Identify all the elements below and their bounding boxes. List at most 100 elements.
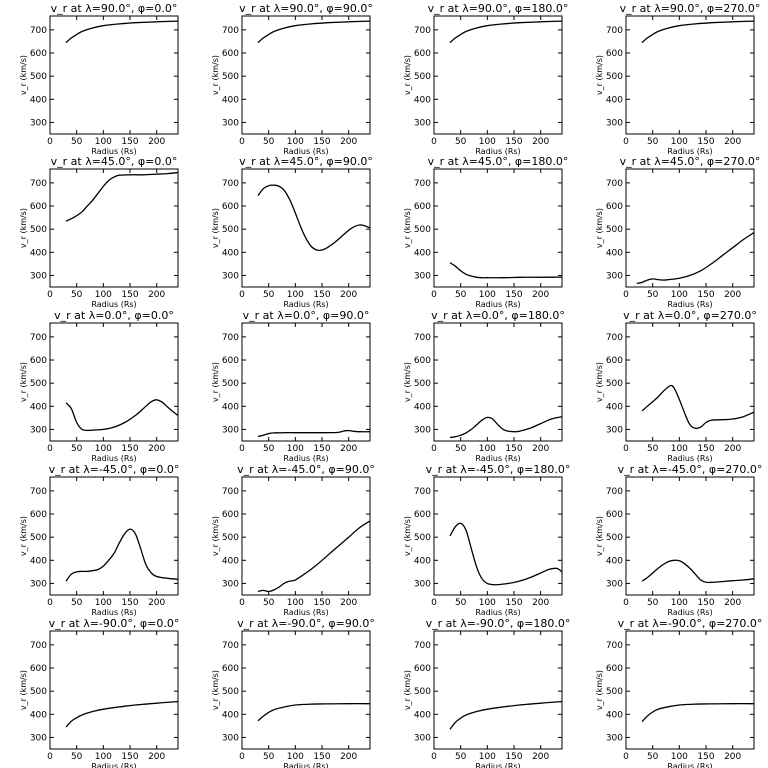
- y-tick-label: 500: [222, 225, 239, 235]
- x-tick-label: 0: [239, 137, 245, 147]
- x-tick-label: 100: [671, 137, 688, 147]
- x-axis-label: Radius (Rs): [667, 147, 712, 156]
- x-tick-label: 150: [313, 137, 330, 147]
- x-tick-label: 150: [121, 752, 138, 762]
- x-tick-label: 50: [647, 137, 659, 147]
- series-line: [636, 232, 755, 285]
- x-tick-label: 50: [263, 598, 275, 608]
- series-line: [257, 184, 371, 252]
- chart-panel: v_r at λ=90.0°, φ=180.0° 0 50 100 150 200 300 4…: [403, 2, 568, 156]
- plot-frame: [433, 168, 563, 288]
- y-tick-label: 400: [222, 248, 239, 258]
- y-axis-label: v_r (km/s): [19, 208, 28, 248]
- x-tick-label: 200: [724, 598, 741, 608]
- x-tick-label: 0: [623, 598, 629, 608]
- x-tick-label: 100: [671, 752, 688, 762]
- x-tick-label: 50: [263, 290, 275, 300]
- x-axis-label: Radius (Rs): [283, 454, 328, 463]
- x-tick-label: 0: [47, 444, 53, 454]
- x-tick-label: 0: [431, 752, 437, 762]
- y-tick-label: 300: [30, 425, 47, 435]
- chart-panel: v_r at λ=-90.0°, φ=0.0° 0 50 100 150 200 300 40…: [19, 617, 179, 768]
- y-tick-label: 600: [414, 202, 431, 212]
- x-tick-label: 50: [263, 137, 275, 147]
- plot-frame: [625, 476, 755, 596]
- y-tick-label: 500: [30, 72, 47, 82]
- y-tick-label: 500: [30, 533, 47, 543]
- y-tick-label: 500: [30, 687, 47, 697]
- x-tick-label: 200: [148, 444, 165, 454]
- x-tick-label: 150: [313, 598, 330, 608]
- x-axis-label: Radius (Rs): [283, 608, 328, 617]
- y-tick-label: 300: [414, 271, 431, 281]
- x-tick-label: 100: [479, 290, 496, 300]
- chart-panel: v_r at λ=0.0°, φ=180.0° 0 50 100 150 200 300 40…: [403, 309, 565, 463]
- y-tick-label: 500: [30, 225, 47, 235]
- y-tick-label: 500: [606, 225, 623, 235]
- x-axis-label: Radius (Rs): [475, 608, 520, 617]
- chart-title: v_r at λ=45.0°, φ=270.0°: [620, 155, 761, 168]
- plot-frame: [241, 630, 371, 750]
- x-tick-label: 100: [671, 598, 688, 608]
- x-tick-label: 50: [71, 137, 83, 147]
- y-tick-label: 300: [414, 579, 431, 589]
- y-tick-label: 700: [222, 333, 239, 343]
- plot-frame: [49, 168, 179, 288]
- y-tick-label: 600: [606, 510, 623, 520]
- x-tick-label: 150: [697, 752, 714, 762]
- y-tick-label: 600: [30, 49, 47, 59]
- x-tick-label: 0: [431, 137, 437, 147]
- x-tick-label: 200: [148, 137, 165, 147]
- y-axis-label: v_r (km/s): [211, 670, 220, 710]
- chart-panel: v_r at λ=0.0°, φ=270.0° 0 50 100 150 200 300 40…: [595, 309, 757, 463]
- y-axis-label: v_r (km/s): [403, 208, 412, 248]
- x-tick-label: 100: [671, 444, 688, 454]
- y-tick-label: 300: [222, 733, 239, 743]
- x-tick-label: 100: [287, 598, 304, 608]
- x-tick-label: 100: [95, 290, 112, 300]
- x-tick-label: 100: [95, 137, 112, 147]
- x-tick-label: 200: [340, 137, 357, 147]
- x-tick-label: 100: [671, 290, 688, 300]
- plot-frame: [241, 476, 371, 596]
- y-axis-label: v_r (km/s): [211, 516, 220, 556]
- x-tick-label: 50: [455, 752, 467, 762]
- x-axis-label: Radius (Rs): [475, 454, 520, 463]
- chart-title: v_r at λ=0.0°, φ=0.0°: [54, 309, 174, 322]
- x-tick-label: 150: [505, 290, 522, 300]
- x-tick-label: 0: [431, 598, 437, 608]
- x-tick-label: 50: [71, 752, 83, 762]
- y-tick-label: 700: [30, 179, 47, 189]
- y-tick-label: 700: [414, 487, 431, 497]
- x-tick-label: 0: [47, 598, 53, 608]
- y-axis-label: v_r (km/s): [595, 362, 604, 402]
- x-tick-label: 100: [479, 137, 496, 147]
- x-tick-label: 200: [340, 752, 357, 762]
- x-tick-label: 100: [479, 752, 496, 762]
- chart-panel: v_r at λ=-90.0°, φ=270.0° 0 50 100 150 200 300…: [595, 617, 762, 768]
- chart-title: v_r at λ=45.0°, φ=0.0°: [51, 155, 178, 168]
- y-axis-label: v_r (km/s): [211, 362, 220, 402]
- y-tick-label: 600: [606, 356, 623, 366]
- chart-title: v_r at λ=0.0°, φ=90.0°: [243, 309, 370, 322]
- x-tick-label: 50: [647, 290, 659, 300]
- y-axis-label: v_r (km/s): [403, 516, 412, 556]
- x-tick-label: 50: [455, 137, 467, 147]
- series-line: [65, 528, 179, 582]
- x-tick-label: 0: [47, 290, 53, 300]
- chart-title: v_r at λ=90.0°, φ=0.0°: [51, 2, 178, 15]
- y-tick-label: 700: [606, 641, 623, 651]
- series-line: [449, 262, 563, 279]
- x-tick-label: 100: [287, 290, 304, 300]
- y-tick-label: 700: [414, 26, 431, 36]
- x-tick-label: 100: [479, 598, 496, 608]
- y-tick-label: 400: [30, 710, 47, 720]
- x-tick-label: 0: [239, 290, 245, 300]
- x-axis-label: Radius (Rs): [283, 147, 328, 156]
- y-tick-label: 400: [222, 710, 239, 720]
- x-tick-label: 200: [148, 290, 165, 300]
- chart-panel: v_r at λ=45.0°, φ=180.0° 0 50 100 150 200 300 4…: [403, 155, 568, 309]
- x-axis-label: Radius (Rs): [91, 147, 136, 156]
- x-tick-label: 0: [239, 444, 245, 454]
- chart-panel: v_r at λ=-45.0°, φ=0.0° 0 50 100 150 200 300 40…: [19, 463, 179, 617]
